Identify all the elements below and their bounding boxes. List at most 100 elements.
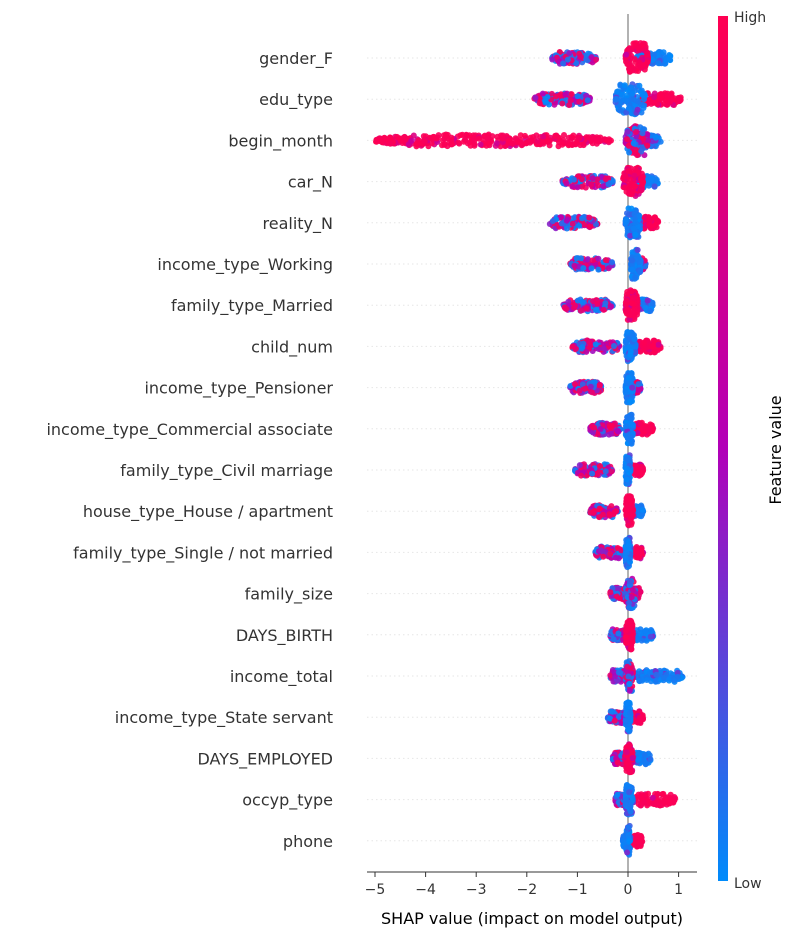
shap-point xyxy=(415,137,422,144)
shap-point xyxy=(476,135,482,142)
shap-point xyxy=(609,708,616,715)
shap-point xyxy=(612,96,619,103)
shap-point xyxy=(615,630,622,637)
shap-point xyxy=(629,90,636,97)
shap-point xyxy=(396,135,402,142)
shap-point xyxy=(635,636,642,643)
shap-point xyxy=(626,68,633,74)
shap-point xyxy=(624,60,631,66)
shap-point xyxy=(636,212,643,219)
shap-point xyxy=(435,132,442,139)
shap-point xyxy=(594,176,601,183)
shap-point xyxy=(410,132,417,139)
shap-point xyxy=(628,420,634,427)
shap-point xyxy=(579,215,586,222)
shap-point xyxy=(636,554,643,561)
shap-point xyxy=(561,132,567,138)
shap-point xyxy=(533,132,540,139)
shap-point xyxy=(563,180,570,187)
shap-point xyxy=(653,801,660,808)
shap-point xyxy=(629,755,636,761)
shap-point xyxy=(558,220,565,227)
shap-point xyxy=(630,294,637,301)
shap-point xyxy=(560,60,567,67)
shap-point xyxy=(628,440,635,447)
shap-point xyxy=(588,389,595,396)
shap-point xyxy=(649,794,656,801)
shap-point xyxy=(581,221,588,228)
shap-point xyxy=(649,56,656,63)
shap-point xyxy=(641,751,648,758)
shap-point xyxy=(644,137,651,144)
shap-point xyxy=(624,465,631,472)
shap-point xyxy=(563,306,570,312)
shap-point xyxy=(589,257,596,264)
shap-point xyxy=(584,97,591,104)
shap-point xyxy=(636,678,643,685)
shap-point xyxy=(671,677,678,684)
shap-point xyxy=(635,44,642,51)
shap-point xyxy=(564,56,571,63)
shap-point xyxy=(664,92,671,99)
shap-point xyxy=(425,143,432,150)
shap-point xyxy=(441,141,448,148)
shap-point xyxy=(576,222,583,229)
shap-point xyxy=(514,139,521,146)
shap-point xyxy=(625,168,632,175)
shap-point xyxy=(614,791,621,798)
shap-point xyxy=(615,88,621,95)
shap-point xyxy=(611,509,618,516)
shap-point xyxy=(622,717,629,724)
shap-point xyxy=(634,152,641,159)
shap-point xyxy=(574,93,581,100)
shap-point xyxy=(600,511,606,518)
shap-point xyxy=(590,509,597,516)
shap-point xyxy=(651,183,658,190)
shap-point xyxy=(442,131,449,138)
shap-point xyxy=(643,677,650,683)
shap-point xyxy=(648,175,655,182)
shap-point xyxy=(625,726,631,733)
shap-point xyxy=(625,105,632,112)
shap-point xyxy=(589,470,596,477)
shap-point xyxy=(572,302,578,309)
shap-point xyxy=(677,95,684,102)
shap-point xyxy=(642,304,649,311)
shap-point xyxy=(638,178,645,185)
shap-point xyxy=(421,137,428,144)
shap-point xyxy=(586,223,593,230)
shap-point xyxy=(589,140,596,147)
shap-point xyxy=(580,265,587,272)
shap-point xyxy=(577,307,584,314)
shap-point xyxy=(637,630,644,637)
shap-point xyxy=(578,472,585,479)
shap-point xyxy=(623,97,630,104)
shap-point xyxy=(569,220,576,227)
shap-point xyxy=(401,134,408,141)
shap-point xyxy=(644,142,651,149)
shap-point xyxy=(588,181,595,188)
shap-point xyxy=(572,381,578,388)
shap-point xyxy=(567,97,574,104)
shap-point xyxy=(578,53,584,60)
shap-point xyxy=(664,101,671,108)
shap-point xyxy=(595,255,602,262)
shap-point xyxy=(627,808,634,815)
shap-point xyxy=(602,300,609,307)
shap-point xyxy=(632,231,639,238)
shap-point xyxy=(636,259,643,266)
shap-point xyxy=(555,143,562,150)
shap-point xyxy=(606,137,613,144)
shap-point xyxy=(631,172,638,179)
shap-point xyxy=(457,132,464,139)
shap-point xyxy=(627,348,634,355)
shap-point xyxy=(627,379,634,386)
shap-point xyxy=(617,107,624,114)
shap-point xyxy=(625,456,632,463)
shap-point xyxy=(624,128,631,135)
shap-point xyxy=(456,140,463,147)
shap-point xyxy=(595,135,601,142)
shap-point xyxy=(653,671,660,678)
shap-point xyxy=(477,141,484,148)
shap-point xyxy=(544,94,551,100)
